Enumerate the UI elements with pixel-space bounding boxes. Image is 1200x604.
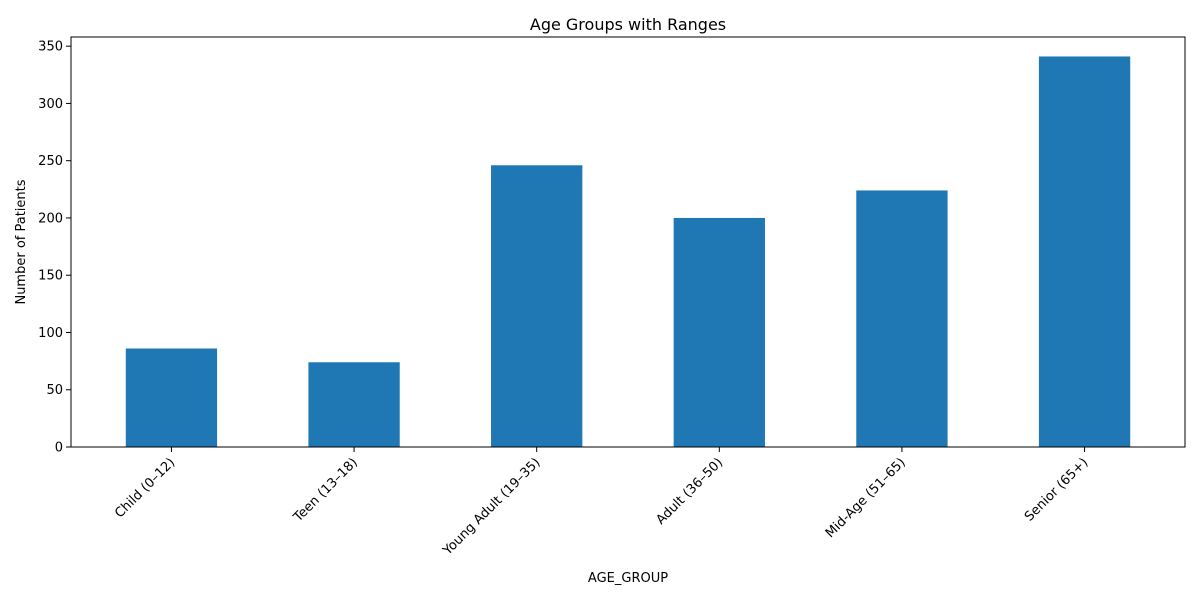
bar-4 [856,190,948,447]
x-tick-label: Child (0–12) [112,455,178,521]
bar-1 [308,362,400,447]
y-tick-label: 200 [38,211,63,226]
y-tick-label: 0 [55,441,63,456]
x-tick-label: Teen (13–18) [290,455,361,526]
y-tick-label: 100 [38,326,63,341]
bar-3 [673,217,765,447]
bar-2 [491,165,583,447]
bar-0 [125,348,218,447]
y-axis: 0 50 100 150 200 250 300 350 [38,40,71,456]
x-tick-label: Adult (36–50) [653,455,726,528]
bars-layer [125,56,1131,448]
x-axis: Child (0–12) Teen (13–18) Young Adult (19–… [112,447,1091,559]
bar-5 [1038,56,1131,448]
x-axis-label: AGE_GROUP [588,571,668,586]
x-tick-label: Young Adult (19–35) [440,455,544,559]
y-axis-label: Number of Patients [14,179,29,304]
y-tick-label: 350 [38,40,63,55]
plot-frame [70,36,1186,448]
x-tick-label: Senior (65+) [1022,455,1091,524]
y-tick-label: 50 [46,383,63,398]
y-tick-label: 250 [38,154,63,169]
y-tick-label: 150 [38,269,63,284]
chart-title: Age Groups with Ranges [530,15,726,34]
x-tick-label: Mid-Age (51–65) [823,455,909,541]
y-tick-label: 300 [38,97,63,112]
